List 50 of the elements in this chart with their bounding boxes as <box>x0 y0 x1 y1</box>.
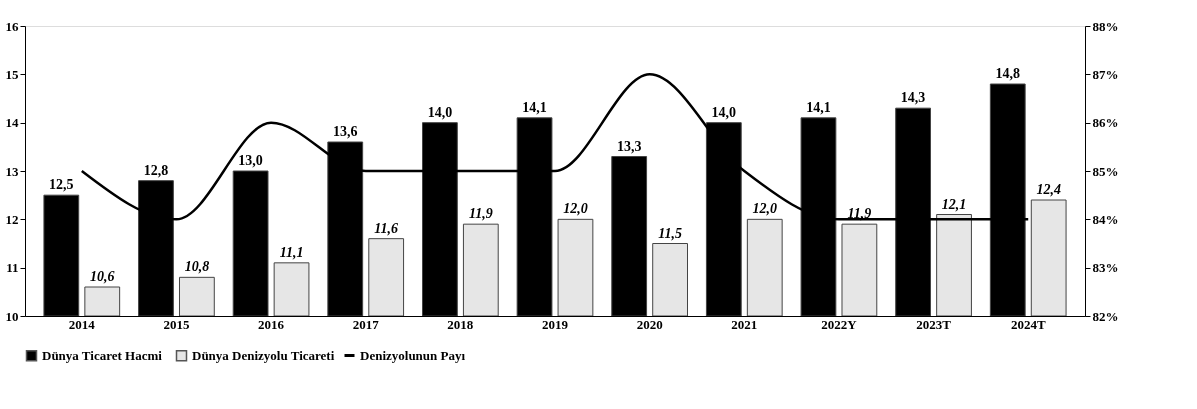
data-label: 14,3 <box>900 90 926 106</box>
data-label: 12,4 <box>1036 182 1061 197</box>
data-label: 10,6 <box>90 269 115 284</box>
y2-tick-label: 84% <box>1092 211 1119 227</box>
x-tick-label: 2020 <box>636 316 663 332</box>
data-label: 13,0 <box>238 153 263 168</box>
data-label: 14,8 <box>995 66 1020 81</box>
data-label: 11,1 <box>279 244 304 260</box>
x-tick-label: 2022Y <box>821 316 858 332</box>
x-tick-label: 2017 <box>352 316 380 332</box>
data-label: 14,0 <box>427 104 453 120</box>
data-label: 14,1 <box>522 99 547 115</box>
y2-tick-label: 82% <box>1092 308 1119 324</box>
data-label: 14,1 <box>806 99 831 115</box>
data-label: 10,8 <box>184 259 210 275</box>
y-tick-label: 16 <box>5 18 19 34</box>
data-label: 13,3 <box>616 138 642 154</box>
legend-label: Denizyolunun Payı <box>360 347 466 363</box>
data-label: 12,0 <box>752 201 777 217</box>
data-label: 14,0 <box>711 104 737 120</box>
data-label: 11,9 <box>847 206 872 222</box>
x-tick-label: 2015 <box>163 316 190 332</box>
x-tick-label: 2023T <box>916 316 952 332</box>
x-tick-label: 2016 <box>258 316 285 332</box>
data-label: 11,9 <box>468 206 493 222</box>
data-label: 12,0 <box>563 201 588 217</box>
legend-label: Dünya Denizyolu Ticareti <box>192 347 335 363</box>
x-tick-label: 2024T <box>1010 316 1046 332</box>
data-label: 12,1 <box>941 196 967 212</box>
data-label: 13,6 <box>333 124 358 139</box>
y-tick-label: 12 <box>5 211 19 227</box>
data-label: 11,5 <box>658 225 682 241</box>
y-tick-label: 14 <box>5 115 19 131</box>
data-label: 12,8 <box>143 162 169 178</box>
y-tick-label: 11 <box>6 260 19 276</box>
y2-tick-label: 86% <box>1092 115 1119 131</box>
legend-label: Dünya Ticaret Hacmi <box>42 347 163 363</box>
y-tick-label: 13 <box>5 163 19 179</box>
y-tick-label: 10 <box>5 308 19 324</box>
data-label: 11,6 <box>374 220 399 236</box>
x-tick-label: 2018 <box>447 316 474 332</box>
x-tick-label: 2021 <box>731 316 758 332</box>
y2-tick-label: 85% <box>1092 163 1119 179</box>
data-label: 12,5 <box>49 177 74 193</box>
y-tick-label: 15 <box>5 66 19 82</box>
y2-tick-label: 83% <box>1092 260 1119 276</box>
x-tick-label: 2019 <box>542 316 569 332</box>
x-tick-label: 2014 <box>68 316 96 332</box>
y2-tick-label: 88% <box>1092 18 1119 34</box>
y2-tick-label: 87% <box>1092 66 1119 82</box>
